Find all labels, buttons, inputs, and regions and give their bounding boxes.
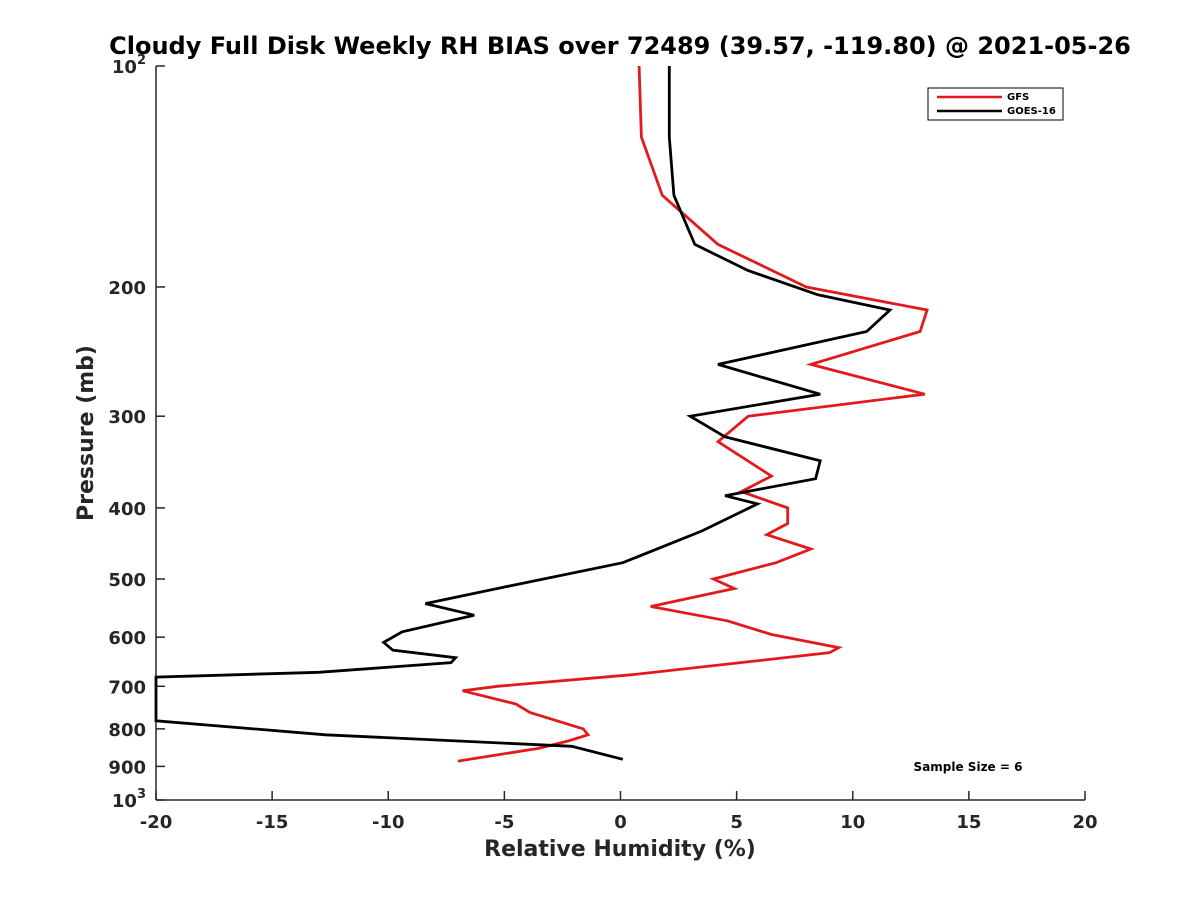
x-tick-label: -5 <box>494 812 514 833</box>
series-line-goes16 <box>154 66 893 761</box>
y-tick-label: 102 <box>112 53 146 78</box>
legend-box <box>927 87 1064 121</box>
x-axis-ticks: -20 -15 -10 -5 0 5 10 15 20 <box>140 791 1098 833</box>
y-tick-label: 900 <box>108 757 146 778</box>
x-tick-label: 15 <box>956 812 981 833</box>
chart-title: Cloudy Full Disk Weekly RH BIAS over 724… <box>109 32 1131 60</box>
x-tick-label: -20 <box>140 812 173 833</box>
series-line-gfs <box>457 65 929 763</box>
x-tick-label: 5 <box>730 812 743 833</box>
plot-frame <box>156 66 1085 800</box>
x-tick-label: 10 <box>840 812 865 833</box>
y-tick-label: 400 <box>108 499 146 520</box>
legend-label-gfs: GFS <box>1007 92 1029 103</box>
y-tick-label: 300 <box>108 407 146 428</box>
legend-label-goes16: GOES-16 <box>1007 106 1056 117</box>
y-tick-label: 500 <box>108 570 146 591</box>
y-axis-ticks: 102 200 300 400 500 600 700 800 900 103 <box>108 53 165 812</box>
series-lines <box>154 65 929 763</box>
y-tick-label: 800 <box>108 720 146 741</box>
legend: GFS GOES-16 <box>927 87 1064 121</box>
y-tick-label: 200 <box>108 278 146 299</box>
x-tick-label: -15 <box>256 812 289 833</box>
x-axis-label: Relative Humidity (%) <box>484 837 756 862</box>
x-tick-label: 0 <box>614 812 627 833</box>
y-tick-label: 700 <box>108 677 146 698</box>
y-axis-label: Pressure (mb) <box>74 345 99 521</box>
x-tick-label: 20 <box>1072 812 1097 833</box>
y-tick-label: 103 <box>112 787 146 812</box>
sample-size-annotation: Sample Size = 6 <box>914 760 1023 774</box>
x-tick-label: -10 <box>372 812 405 833</box>
y-tick-label: 600 <box>108 628 146 649</box>
